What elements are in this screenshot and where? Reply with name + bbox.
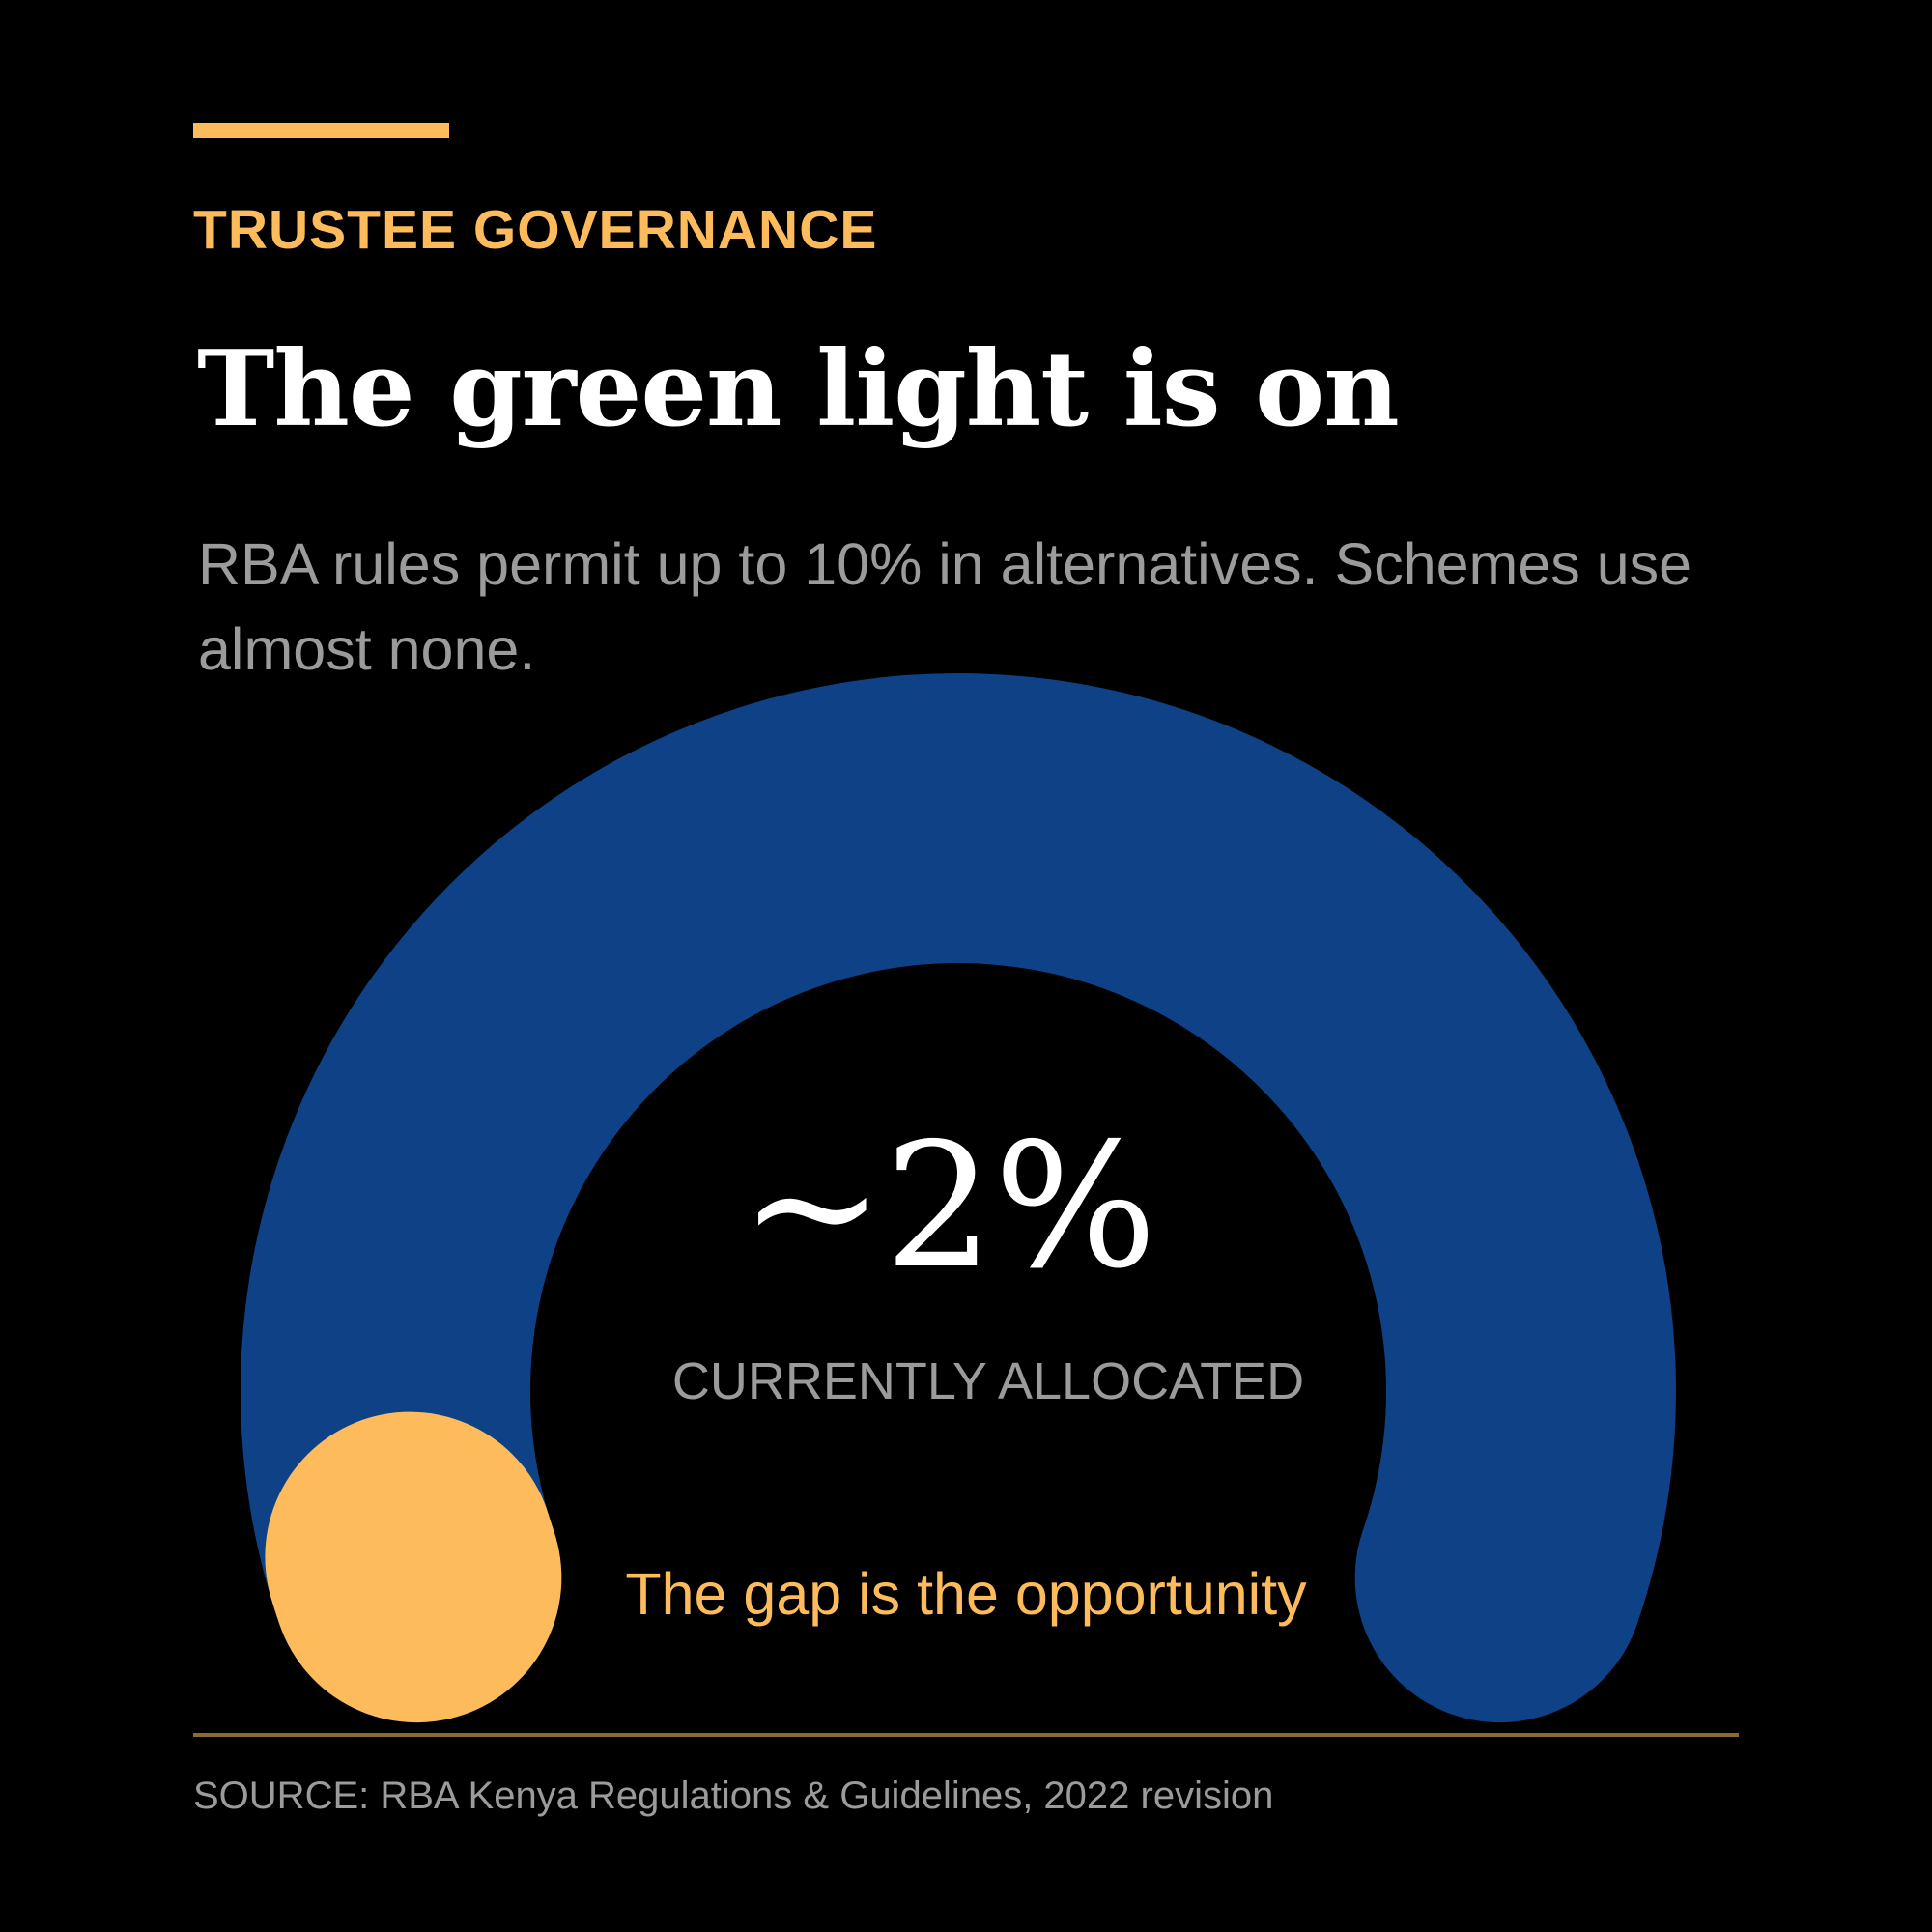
gauge-value: ~2% [740,1106,1157,1306]
gauge-value-label: CURRENTLY ALLOCATED [672,1352,1304,1410]
accent-bar [193,123,449,138]
page-subtitle: RBA rules permit up to 10% in alternativ… [198,531,1692,682]
footer-divider [193,1733,1739,1737]
gauge-track [241,673,1676,1723]
gauge-fill-allocated [265,1411,562,1723]
gap-callout: The gap is the opportunity [625,1561,1307,1627]
section-kicker: TRUSTEE GOVERNANCE [193,199,878,261]
page-title: The green light is on [197,328,1400,450]
source-note: SOURCE: RBA Kenya Regulations & Guidelin… [193,1775,1274,1817]
